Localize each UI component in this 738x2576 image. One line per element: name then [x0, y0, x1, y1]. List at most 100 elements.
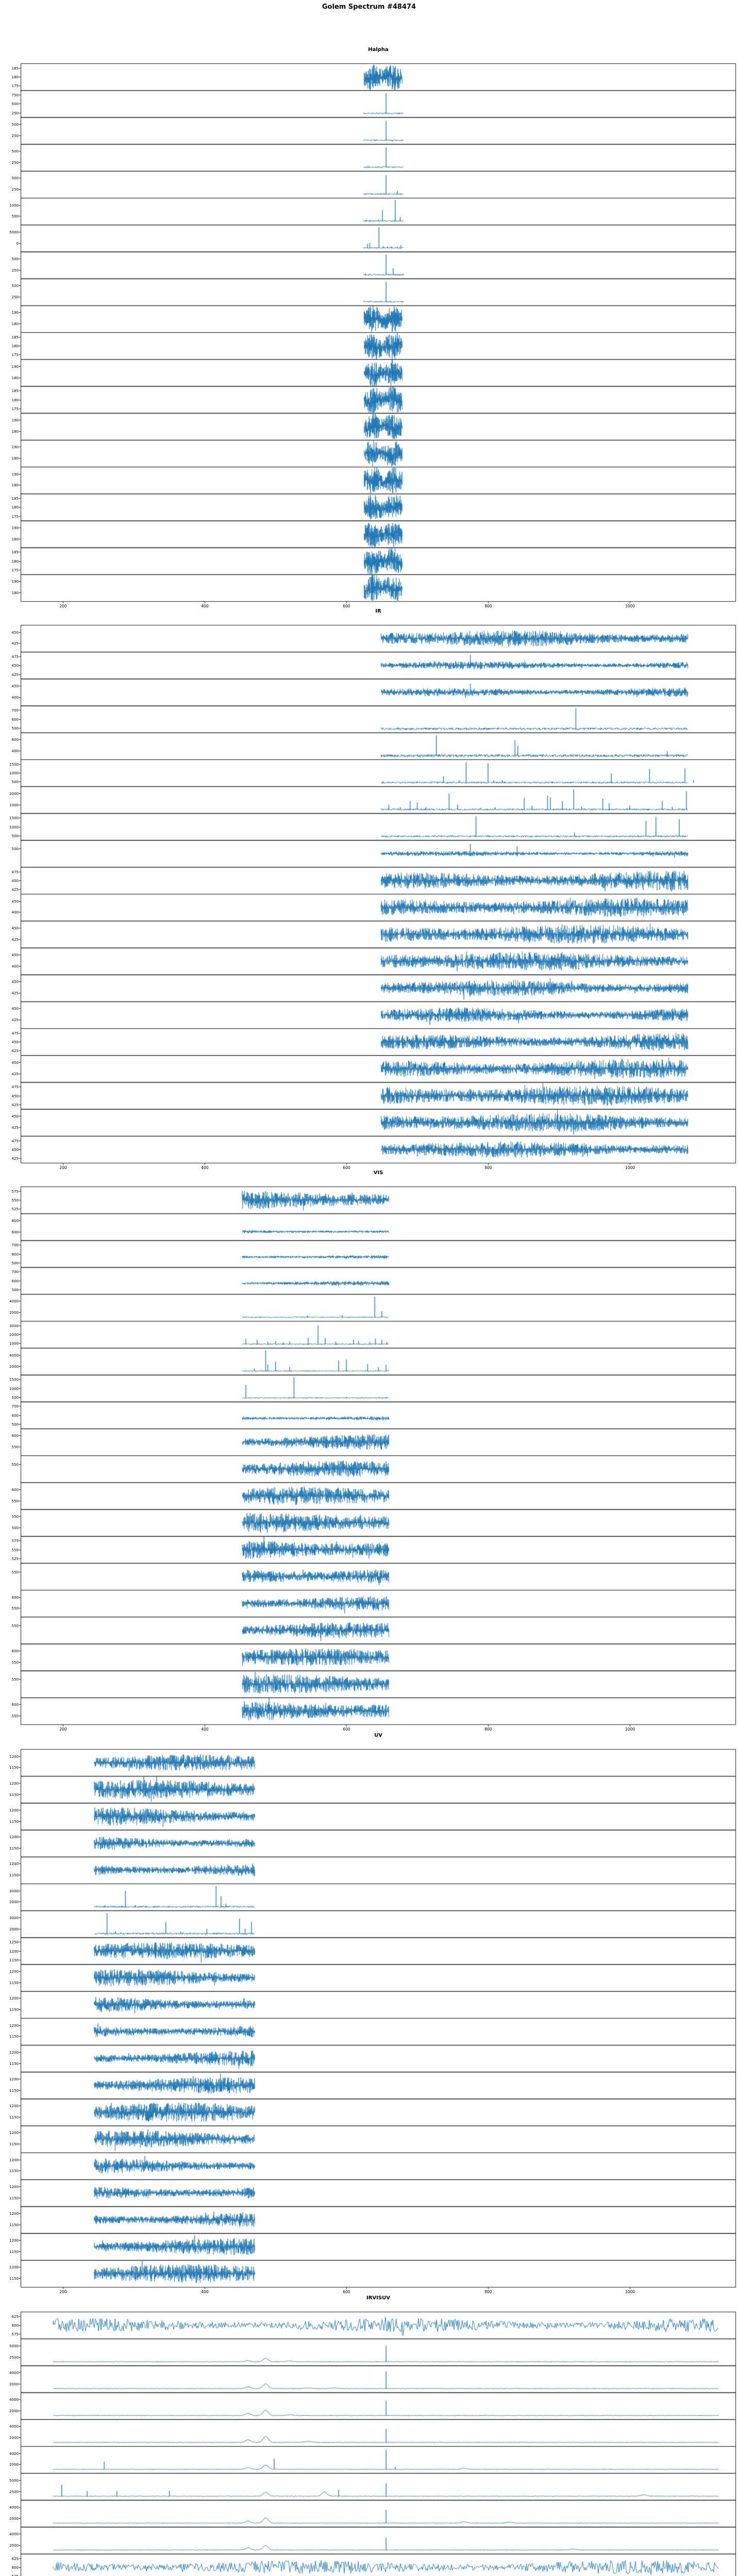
y-tick-label: 180: [11, 398, 19, 402]
y-tick-label: 2000: [9, 1310, 19, 1315]
y-tick-label: 1150: [9, 2142, 19, 2146]
y-tick-label: 500: [11, 257, 19, 261]
y-tick-label: 500: [11, 1395, 19, 1400]
y-tick-label: 600: [11, 1413, 19, 1418]
y-tick-label: 450: [11, 878, 19, 883]
y-tick-label: 600: [11, 1230, 19, 1234]
y-tick-label: 450: [11, 663, 19, 668]
y-tick-label: 1150: [9, 2088, 19, 2093]
y-tick-label: 600: [11, 2323, 19, 2328]
y-tick-label: 175: [11, 406, 19, 411]
x-tick-label: 200: [59, 1727, 67, 1732]
y-tick-label: 4000: [9, 2397, 19, 2402]
y-tick-label: 450: [11, 953, 19, 957]
x-tick-label: 400: [201, 1727, 209, 1732]
y-tick-label: 0: [16, 241, 19, 246]
y-tick-label: 4000: [9, 1353, 19, 1358]
y-tick-label: 1200: [9, 2077, 19, 2081]
y-tick-label: 180: [11, 376, 19, 380]
y-tick-label: 250: [11, 160, 19, 165]
y-tick-label: 1200: [9, 2023, 19, 2028]
y-tick-label: 1150: [9, 1792, 19, 1797]
y-tick-label: 1150: [9, 2168, 19, 2173]
y-tick-label: 600: [11, 1649, 19, 1653]
x-tick-label: 200: [59, 2290, 67, 2294]
panel-title: Halpha: [368, 47, 389, 53]
y-tick-label: 500: [11, 726, 19, 731]
y-tick-label: 1500: [9, 816, 19, 820]
y-tick-label: 575: [11, 2332, 19, 2336]
y-tick-label: 450: [11, 1006, 19, 1011]
y-tick-label: 550: [11, 1606, 19, 1611]
y-tick-label: 550: [11, 1499, 19, 1503]
y-tick-label: 250: [11, 111, 19, 115]
y-tick-label: 1200: [9, 2265, 19, 2269]
y-tick-label: 450: [11, 1040, 19, 1044]
y-tick-label: 425: [11, 887, 19, 892]
y-tick-label: 1150: [9, 1958, 19, 1962]
y-tick-label: 180: [11, 75, 19, 79]
x-tick-label: 1000: [625, 604, 635, 608]
y-tick-label: 1500: [9, 762, 19, 767]
x-tick-label: 800: [484, 1165, 492, 1170]
y-tick-label: 500: [11, 1526, 19, 1530]
y-tick-label: 475: [11, 654, 19, 659]
y-tick-label: 185: [11, 388, 19, 393]
y-tick-label: 425: [11, 1048, 19, 1053]
y-tick-label: 1150: [9, 2115, 19, 2120]
y-tick-label: 550: [11, 1570, 19, 1574]
y-tick-label: 2000: [9, 1364, 19, 1369]
panel-title: UV: [374, 1733, 382, 1738]
y-tick-label: 180: [11, 483, 19, 487]
x-tick-label: 800: [484, 2290, 492, 2294]
panel-title: IRVISUV: [366, 2295, 390, 2301]
y-tick-label: 625: [11, 2314, 19, 2319]
y-tick-label: 575: [11, 1538, 19, 1543]
y-tick-label: 425: [11, 991, 19, 995]
y-tick-label: 2500: [9, 2355, 19, 2360]
y-tick-label: 500: [11, 1261, 19, 1265]
y-tick-label: 4000: [9, 2424, 19, 2429]
figure-title: Golem Spectrum #48474: [322, 3, 416, 11]
y-tick-label: 800: [11, 1218, 19, 1223]
y-tick-label: 500: [11, 1422, 19, 1427]
y-tick-label: 1000: [9, 1386, 19, 1391]
y-tick-label: 1200: [9, 1808, 19, 1812]
y-tick-label: 1200: [9, 1835, 19, 1839]
y-tick-label: 425: [11, 641, 19, 646]
y-tick-label: 180: [11, 559, 19, 564]
y-tick-label: 600: [11, 717, 19, 722]
y-tick-label: 500: [11, 122, 19, 127]
y-tick-label: 400: [11, 695, 19, 700]
y-tick-label: 4000: [9, 2532, 19, 2536]
y-tick-label: 1150: [9, 2249, 19, 2254]
y-tick-label: 250: [11, 187, 19, 192]
y-tick-label: 525: [11, 1556, 19, 1561]
y-tick-label: 450: [11, 1147, 19, 1152]
y-tick-label: 450: [11, 1094, 19, 1098]
y-tick-label: 1150: [9, 2196, 19, 2200]
y-tick-label: 750: [11, 93, 19, 97]
y-tick-label: 190: [11, 526, 19, 530]
y-tick-label: 1200: [9, 1754, 19, 1759]
y-tick-label: 1000: [9, 803, 19, 807]
y-tick-label: 1200: [9, 1949, 19, 1954]
x-tick-label: 400: [201, 2290, 209, 2294]
y-tick-label: 425: [11, 672, 19, 677]
y-tick-label: 450: [11, 630, 19, 635]
y-tick-label: 2000: [9, 2435, 19, 2440]
y-tick-label: 475: [11, 870, 19, 874]
panel-title: IR: [375, 608, 381, 614]
y-tick-label: 1150: [9, 2007, 19, 2012]
y-tick-label: 1000: [9, 825, 19, 829]
y-tick-label: 185: [11, 550, 19, 554]
y-tick-label: 500: [11, 834, 19, 838]
y-tick-label: 1150: [9, 1846, 19, 1851]
y-tick-label: 180: [11, 505, 19, 510]
y-tick-label: 190: [11, 310, 19, 315]
y-tick-label: 600: [11, 1252, 19, 1257]
y-tick-label: 500: [11, 176, 19, 180]
y-tick-label: 180: [11, 344, 19, 348]
